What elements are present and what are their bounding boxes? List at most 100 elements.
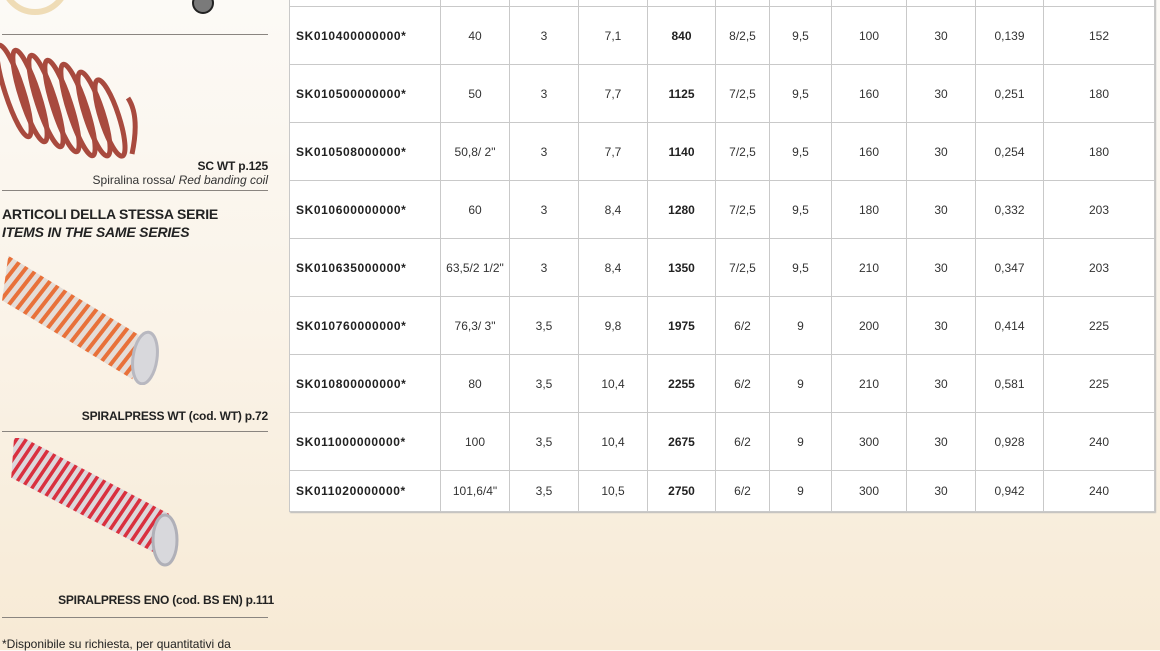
product-ring-image	[0, 0, 70, 15]
cell-inner-diameter: 40	[440, 6, 510, 65]
cell-volume: 0,581	[975, 354, 1044, 413]
cell-wall-thickness: 3,5	[509, 412, 579, 471]
table-row: SK010400000000* 40 3 7,1 840 8/2,5 9,5 100 30 0,1…	[289, 6, 1155, 65]
cell-bend-radius: 180	[831, 180, 907, 239]
accessory-caption: SC WT p.125 Spiralina rossa/ Red banding…	[92, 159, 269, 187]
table-row: SK011000000000* 100 3,5 10,4 2675 6/2 9 300 30 0,…	[289, 412, 1155, 471]
cell-weight: 840	[647, 6, 716, 65]
cell-inner-diameter: 50,8/ 2"	[440, 122, 510, 181]
cell-bend-radius: 300	[831, 470, 907, 512]
cell-pressure: 7/2,5	[715, 238, 770, 297]
divider	[2, 431, 268, 432]
cell-article-code: SK010800000000*	[289, 354, 441, 413]
cell-vacuum: 9,5	[769, 64, 832, 123]
cell-weight: 1280	[647, 180, 716, 239]
cell-article-code: SK011000000000*	[289, 412, 441, 471]
cell-vacuum: 9	[769, 296, 832, 355]
divider	[2, 617, 268, 618]
product-table: SK010400000000* 40 3 7,1 840 8/2,5 9,5 100 30 0,1…	[289, 0, 1155, 512]
cell-pressure: 6/2	[715, 296, 770, 355]
related-item-eno[interactable]: SPIRALPRESS ENO (cod. BS EN) p.111	[58, 593, 274, 607]
accessory-subtitle-it: Spiralina rossa/	[92, 173, 176, 187]
cell-outer-diameter: 7,1	[578, 6, 648, 65]
cell-temperature: 30	[906, 238, 976, 297]
cell-volume: 0,414	[975, 296, 1044, 355]
cell-wall-thickness: 3,5	[509, 296, 579, 355]
cell-vacuum: 9,5	[769, 6, 832, 65]
cell-weight: 1350	[647, 238, 716, 297]
cell-article-code: SK010500000000*	[289, 64, 441, 123]
series-heading: ARTICOLI DELLA STESSA SERIE ITEMS IN THE…	[2, 205, 218, 241]
cell-vacuum: 9	[769, 412, 832, 471]
cell-wall-thickness: 3	[509, 6, 579, 65]
cell-article-code: SK010400000000*	[289, 6, 441, 65]
cell-pressure: 6/2	[715, 354, 770, 413]
divider	[2, 34, 268, 35]
cell-bend-radius: 300	[831, 412, 907, 471]
table-row: SK010760000000* 76,3/ 3" 3,5 9,8 1975 6/2 9 200…	[289, 296, 1155, 355]
cell-weight: 2675	[647, 412, 716, 471]
table-row: SK011020000000* 101,6/4" 3,5 10,5 2750 6/2 9 30…	[289, 470, 1155, 512]
cell-volume: 0,139	[975, 6, 1044, 65]
series-heading-en: ITEMS IN THE SAME SERIES	[2, 224, 190, 240]
table-body: SK010400000000* 40 3 7,1 840 8/2,5 9,5 100 30 0,1…	[289, 0, 1155, 512]
cell-bend-radius: 210	[831, 238, 907, 297]
cell-article-code: SK011020000000*	[289, 470, 441, 512]
cell-weight: 1140	[647, 122, 716, 181]
cell-weight: 2255	[647, 354, 716, 413]
cell-inner-diameter: 80	[440, 354, 510, 413]
cell-outer-diameter: 8,4	[578, 238, 648, 297]
accessory-title: SC WT p.125	[197, 159, 269, 173]
cell-vacuum: 9	[769, 470, 832, 512]
table-row: SK010508000000* 50,8/ 2" 3 7,7 1140 7/2,5 9,5 1…	[289, 122, 1155, 181]
cell-bend-radius: 160	[831, 122, 907, 181]
cell-temperature: 30	[906, 6, 976, 65]
cell-inner-diameter: 50	[440, 64, 510, 123]
table-row: SK010635000000* 63,5/2 1/2" 3 8,4 1350 7/2,5 9…	[289, 238, 1155, 297]
cell-vacuum: 9,5	[769, 238, 832, 297]
cell-temperature: 30	[906, 122, 976, 181]
cell-bend-radius: 100	[831, 6, 907, 65]
cell-length: 180	[1043, 64, 1155, 123]
cell-pressure: 7/2,5	[715, 122, 770, 181]
cell-volume: 0,251	[975, 64, 1044, 123]
cell-length: 225	[1043, 354, 1155, 413]
cell-outer-diameter: 8,4	[578, 180, 648, 239]
table-row: SK010600000000* 60 3 8,4 1280 7/2,5 9,5 180 30 0,…	[289, 180, 1155, 239]
cell-outer-diameter: 10,4	[578, 412, 648, 471]
cell-outer-diameter: 10,4	[578, 354, 648, 413]
cell-outer-diameter: 7,7	[578, 64, 648, 123]
cell-weight: 1975	[647, 296, 716, 355]
cell-length: 240	[1043, 470, 1155, 512]
cell-pressure: 6/2	[715, 412, 770, 471]
cell-inner-diameter: 101,6/4"	[440, 470, 510, 512]
accessory-subtitle-en: Red banding coil	[178, 173, 268, 187]
cell-length: 203	[1043, 180, 1155, 239]
cell-bend-radius: 210	[831, 354, 907, 413]
related-item-wt[interactable]: SPIRALPRESS WT (cod. WT) p.72	[81, 409, 268, 423]
table-row: SK010500000000* 50 3 7,7 1125 7/2,5 9,5 160 30 0,…	[289, 64, 1155, 123]
cell-vacuum: 9	[769, 354, 832, 413]
cell-temperature: 30	[906, 296, 976, 355]
spiralpress-wt-image	[2, 255, 159, 385]
cell-temperature: 30	[906, 64, 976, 123]
cell-article-code: SK010508000000*	[289, 122, 441, 181]
cell-volume: 0,332	[975, 180, 1044, 239]
cell-wall-thickness: 3,5	[509, 354, 579, 413]
cell-wall-thickness: 3,5	[509, 470, 579, 512]
cell-inner-diameter: 100	[440, 412, 510, 471]
cell-article-code: SK010760000000*	[289, 296, 441, 355]
cell-length: 225	[1043, 296, 1155, 355]
cell-wall-thickness: 3	[509, 122, 579, 181]
cell-temperature: 30	[906, 180, 976, 239]
table-row: SK010800000000* 80 3,5 10,4 2255 6/2 9 210 30 0,5…	[289, 354, 1155, 413]
cell-weight: 2750	[647, 470, 716, 512]
cell-article-code: SK010600000000*	[289, 180, 441, 239]
cell-pressure: 8/2,5	[715, 6, 770, 65]
cell-inner-diameter: 60	[440, 180, 510, 239]
cell-length: 203	[1043, 238, 1155, 297]
color-swatch-gray	[192, 0, 214, 14]
cell-bend-radius: 200	[831, 296, 907, 355]
cell-length: 152	[1043, 6, 1155, 65]
cell-inner-diameter: 63,5/2 1/2"	[440, 238, 510, 297]
